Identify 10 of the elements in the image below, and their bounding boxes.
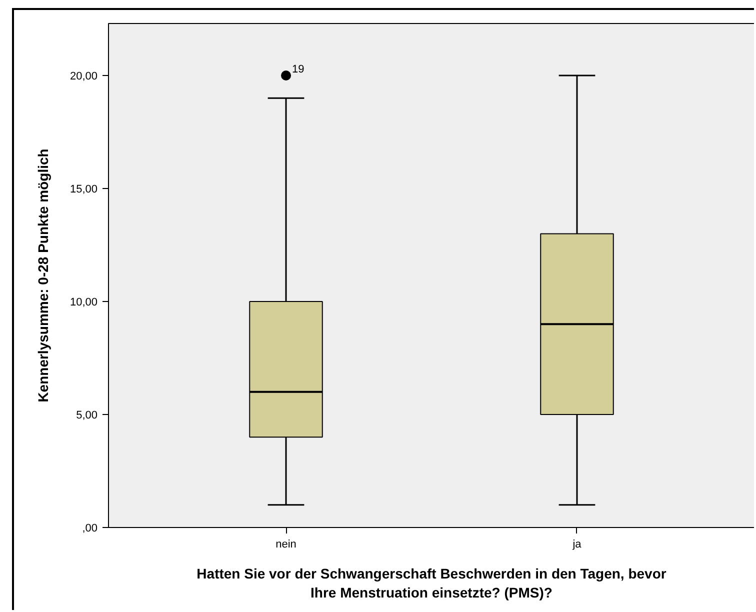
x-axis-title: Hatten Sie vor der Schwangerschaft Beschwerden in den Tagen, bevor Ihre Menstruation einsetzte? (PMS)?: [196, 566, 667, 601]
y-tick-label: 20,00: [70, 70, 98, 82]
y-tick-label: 10,00: [70, 296, 98, 308]
y-tick-label: ,00: [82, 522, 98, 534]
annotation: 19: [292, 63, 304, 76]
y-tick-label: 5,00: [76, 409, 98, 422]
y-axis-title: Kennerlysumme: 0-28 Punkte möglich: [34, 148, 51, 402]
x-tick-label: ja: [572, 538, 582, 550]
x-tick-label: nein: [276, 538, 296, 550]
y-tick-label: 15,00: [70, 183, 98, 196]
